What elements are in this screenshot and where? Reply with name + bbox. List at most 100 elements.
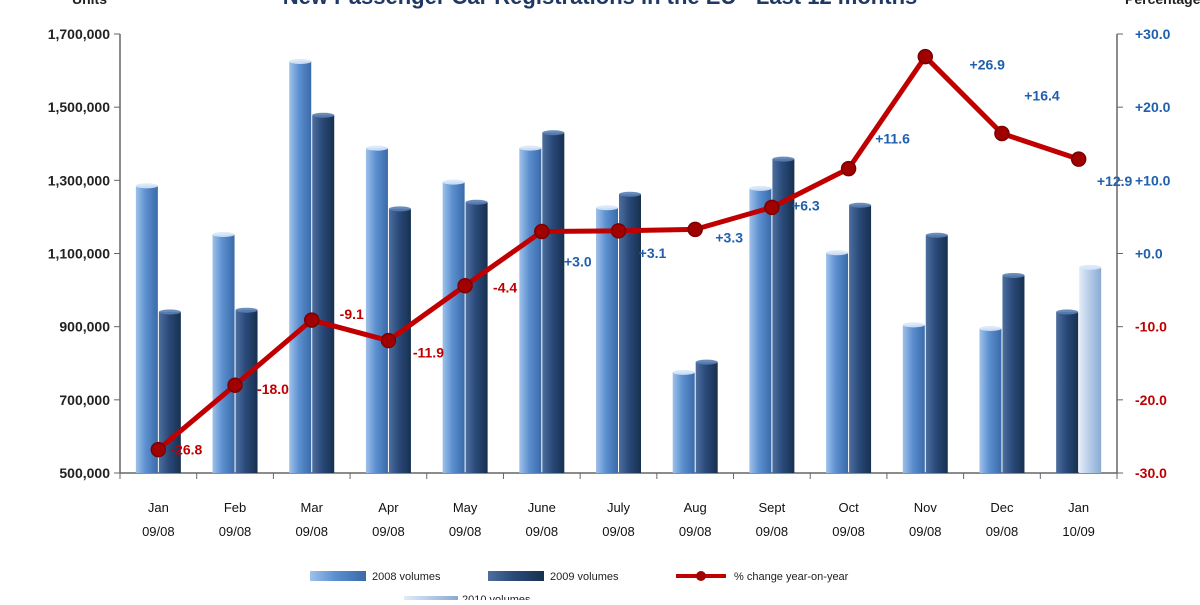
bar-2009-volumes <box>695 362 718 473</box>
bar-top <box>542 130 565 136</box>
bar-top <box>772 156 795 162</box>
pct-data-label: +3.3 <box>715 229 743 245</box>
x-tick-label-month: Nov <box>914 500 938 515</box>
bar-2009-volumes <box>465 202 488 474</box>
bar-top <box>596 205 618 211</box>
x-tick-label-month: Apr <box>378 500 399 515</box>
pct-point <box>227 377 243 393</box>
pct-point <box>303 312 320 328</box>
x-tick-label-month: May <box>453 500 478 515</box>
x-tick-label-period: 09/08 <box>679 524 712 539</box>
pct-point <box>1070 151 1087 167</box>
y-tick-label: 1,500,000 <box>48 99 110 115</box>
x-tick-label-period: 09/08 <box>909 524 942 539</box>
bars <box>135 58 1102 474</box>
bar-top <box>1079 264 1102 270</box>
pct-point <box>534 223 550 240</box>
pct-point <box>380 332 397 349</box>
pct-data-label: +26.9 <box>970 57 1006 73</box>
bar-2008-volumes <box>135 185 158 473</box>
bar-2008-volumes <box>672 372 695 473</box>
x-tick-label-month: Jan <box>1068 500 1089 515</box>
y2-tick-label: +30.0 <box>1135 26 1171 42</box>
bar-2009-volumes <box>1056 312 1079 473</box>
legend-label: 2009 volumes <box>550 571 619 583</box>
bar-top <box>849 202 872 208</box>
y2-tick-label: -10.0 <box>1135 319 1167 335</box>
bar-top <box>979 325 1002 331</box>
bar-2009-volumes <box>1002 275 1025 473</box>
bar-top <box>672 369 695 375</box>
bar-top <box>365 145 388 151</box>
bar-top <box>826 250 849 256</box>
pct-point <box>687 221 703 238</box>
axes: New Passenger Car Registrations in the E… <box>48 0 1200 539</box>
pct-data-label: -18.0 <box>257 381 289 397</box>
bar-2009-volumes <box>312 115 335 473</box>
pct-point <box>610 223 627 239</box>
bar-2009-volumes <box>235 310 258 473</box>
y-tick-label: 1,700,000 <box>48 26 110 42</box>
y2-tick-label: -20.0 <box>1135 392 1167 408</box>
legend: 2008 volumes 2009 volumes % change year-on… <box>310 571 849 605</box>
legend-swatch <box>404 596 458 602</box>
bar-2009-volumes <box>772 159 795 474</box>
bar-top <box>749 185 772 191</box>
bar-top <box>289 58 312 64</box>
pct-data-label: -11.9 <box>413 345 444 361</box>
pct-point <box>764 199 780 216</box>
legend-label: 2010 volumes <box>462 594 531 600</box>
y-axis-label: Units <box>72 0 107 7</box>
y-tick-label: 1,100,000 <box>48 246 110 262</box>
x-tick-label-month: Sept <box>759 500 786 515</box>
bar-top <box>902 322 925 328</box>
y-tick-label: 700,000 <box>59 392 110 408</box>
legend-swatch <box>310 571 366 581</box>
bar-2008-volumes <box>212 234 235 473</box>
x-tick-label-month: Mar <box>301 500 324 515</box>
x-tick-label-period: 10/09 <box>1062 524 1095 539</box>
y2-axis-label: Percentage <box>1125 0 1200 7</box>
bar-top <box>135 183 158 189</box>
pct-point <box>150 441 167 458</box>
x-tick-label-period: 09/08 <box>756 524 789 539</box>
bar-2009-volumes <box>388 208 411 473</box>
bar-top <box>212 231 235 237</box>
legend-label: 2008 volumes <box>372 571 441 583</box>
pct-point <box>457 277 473 294</box>
bar-top <box>925 232 948 238</box>
x-tick-label-month: July <box>607 500 631 515</box>
x-tick-label-period: 09/08 <box>832 524 865 539</box>
x-tick-label-month: Jan <box>148 500 169 515</box>
pct-point <box>994 125 1010 142</box>
bar-2009-volumes <box>925 235 948 473</box>
pct-point <box>917 48 934 65</box>
chart-title: New Passenger Car Registrations in the E… <box>283 0 918 9</box>
bar-top <box>1002 272 1025 278</box>
y-tick-label: 900,000 <box>59 319 110 335</box>
bar-2008-volumes <box>979 328 1002 473</box>
pct-data-label: +3.1 <box>639 245 667 261</box>
bar-top <box>1056 309 1079 315</box>
x-tick-label-period: 09/08 <box>142 524 175 539</box>
bar-top <box>312 112 335 118</box>
y-tick-label: 1,300,000 <box>48 172 110 188</box>
pct-data-label: -9.1 <box>340 306 364 322</box>
bar-2008-volumes <box>519 148 542 473</box>
x-tick-label-period: 09/08 <box>372 524 405 539</box>
pct-data-label: +11.6 <box>875 131 910 147</box>
bar-top <box>388 206 411 212</box>
x-tick-label-month: Dec <box>990 500 1014 515</box>
bar-top <box>695 359 718 365</box>
bar-top <box>235 307 258 313</box>
pct-line: -26.8 -18.0 -9.1 -11.9 -4.4 +3.0 +3.1 +3.3 +6.3 +… <box>150 48 1133 458</box>
legend-swatch <box>488 571 544 581</box>
pct-data-label: +6.3 <box>792 197 820 213</box>
y2-tick-label: +10.0 <box>1135 172 1171 188</box>
x-tick-label-period: 09/08 <box>986 524 1019 539</box>
y2-tick-label: +0.0 <box>1135 246 1163 262</box>
x-tick-label-month: June <box>528 500 556 515</box>
bar-2008-volumes <box>289 61 312 473</box>
